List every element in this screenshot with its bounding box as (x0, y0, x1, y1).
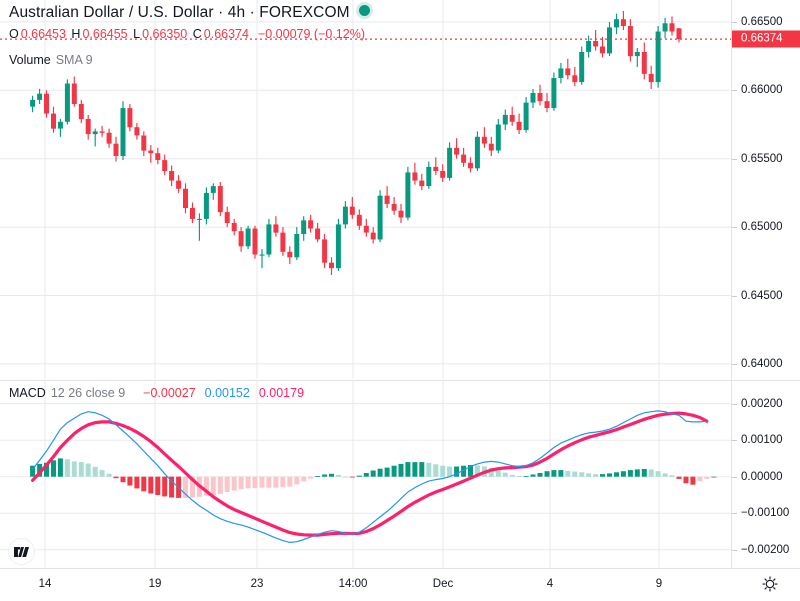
time-tick-label: 4 (546, 578, 554, 590)
price-tick-mark (732, 158, 737, 160)
price-tick-mark (732, 363, 737, 365)
price-tick-label: 0.64000 (741, 357, 783, 370)
brand-glyph (14, 546, 29, 557)
price-scale[interactable]: 0.66500 0.66000 0.65500 0.65000 0.64500 0.640… (731, 0, 800, 568)
time-scale[interactable]: 14 19 23 14:00 Dec 4 9 (0, 568, 800, 601)
time-tick-label: 23 (250, 578, 264, 590)
macd-tick-label: 0.00100 (741, 434, 783, 447)
macd-tick-label: 0.00000 (741, 470, 783, 483)
price-scale-separator (731, 380, 800, 381)
macd-tick-mark (732, 440, 737, 442)
price-tick-label: 0.64500 (741, 289, 783, 302)
price-tick-mark (732, 227, 737, 229)
time-tick-label: 19 (148, 578, 162, 590)
price-tick-mark (732, 21, 737, 23)
macd-tick-label: 0.00200 (741, 397, 783, 410)
price-pane[interactable] (0, 0, 731, 379)
price-tick-mark (732, 90, 737, 92)
price-tick-label: 0.66000 (741, 84, 783, 97)
macd-tick-label: −0.00200 (741, 543, 790, 556)
settings-glyph (762, 576, 778, 592)
macd-tick-mark (732, 403, 737, 405)
macd-tick-label: −0.00100 (741, 507, 790, 520)
candlestick-series (0, 0, 731, 379)
current-price-tag: 0.66374 (732, 30, 800, 48)
price-tick-label: 0.65500 (741, 152, 783, 165)
price-tick-mark (732, 295, 737, 297)
tradingview-logo[interactable] (8, 538, 35, 565)
price-tick-label: 0.66500 (741, 15, 783, 28)
macd-tick-mark (732, 513, 737, 515)
time-tick-label: 14:00 (338, 578, 368, 590)
time-tick-label: Dec (432, 578, 454, 590)
price-tick-label: 0.65000 (741, 221, 783, 234)
macd-pane[interactable] (0, 381, 731, 568)
time-tick-label: 9 (655, 578, 663, 590)
macd-tick-mark (732, 476, 737, 478)
macd-tick-mark (732, 549, 737, 551)
gear-icon[interactable] (761, 575, 779, 593)
time-tick-label: 14 (38, 578, 52, 590)
pane-separator (0, 380, 731, 381)
macd-series (0, 381, 731, 568)
